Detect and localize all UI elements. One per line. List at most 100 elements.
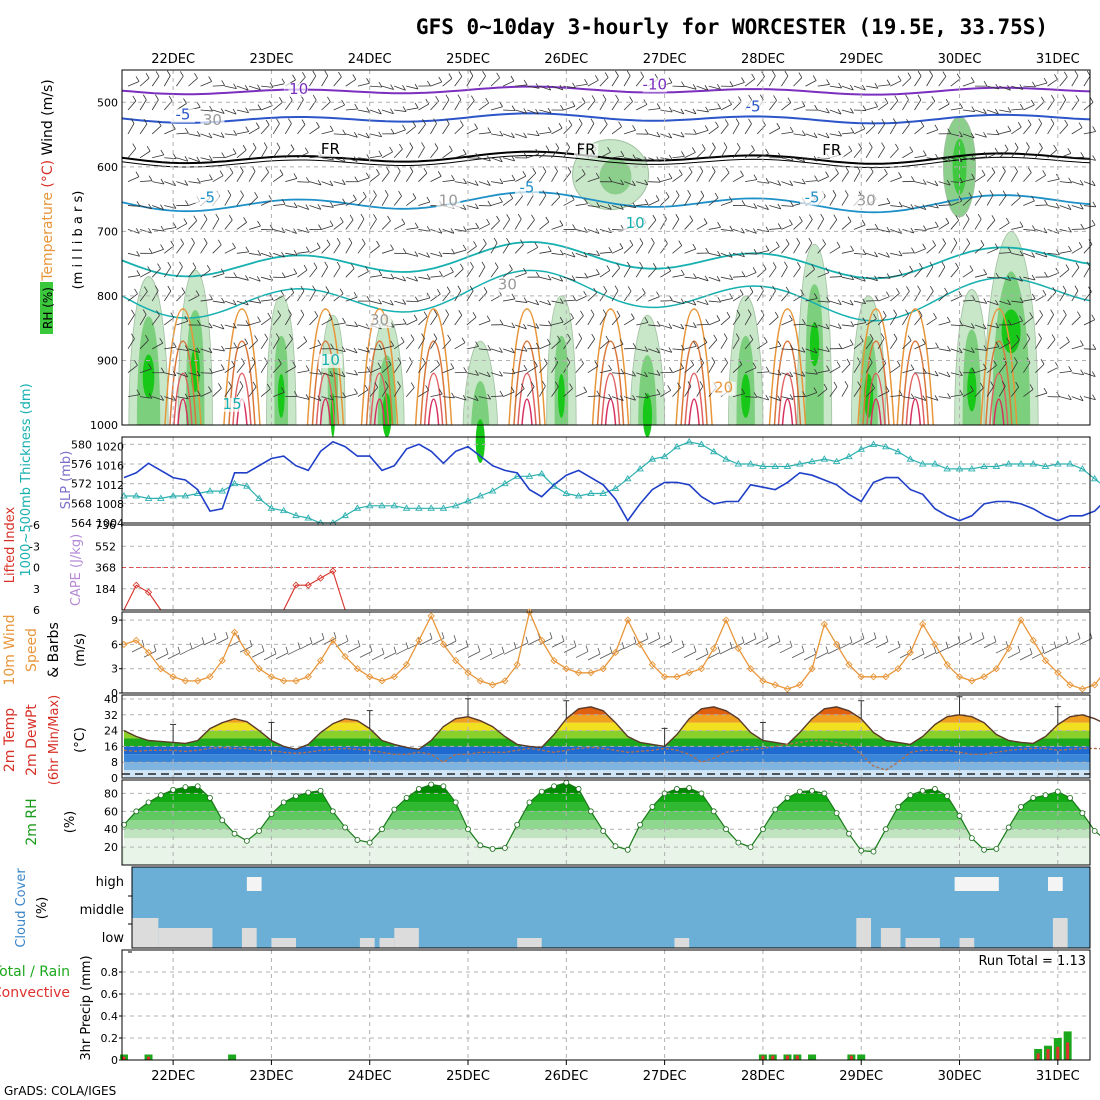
upper-wind-barb (878, 202, 891, 206)
upper-wind-barb-flag (615, 70, 619, 77)
thickness-point-53 (771, 462, 779, 469)
upper-wind-barb (369, 300, 382, 305)
upper-wind-barb-flag (400, 336, 405, 343)
upper-wind-barb (575, 315, 584, 326)
upper-wind-barb (345, 157, 358, 162)
upper-wind-barb (805, 133, 818, 139)
upper-wind-barb-flag (959, 177, 964, 183)
upper-wind-barb (418, 297, 431, 302)
upper-wind-barb-flag (305, 246, 310, 252)
upper-wind-barb (636, 348, 649, 352)
upper-wind-barb (999, 109, 1012, 113)
upper-wind-barb-flag (535, 148, 540, 155)
warm-contour-3-0 (360, 308, 399, 426)
upper-wind-barb-flag (583, 252, 588, 258)
upper-wind-barb (333, 266, 341, 278)
upper-wind-barb (708, 171, 716, 182)
upper-wind-barb-flag (632, 125, 636, 131)
upper-wind-barb-flag (832, 190, 837, 196)
upper-wind-barb-flag (584, 198, 588, 204)
upper-wind-barb (321, 244, 331, 254)
upper-wind-barb (938, 372, 951, 378)
wind-barb-5 (191, 642, 205, 650)
upper-wind-barb-flag (752, 267, 757, 273)
thickness-point-26 (439, 504, 448, 511)
upper-wind-barb (442, 271, 454, 278)
upper-wind-barb (284, 338, 293, 350)
wind-speed-point-77 (1066, 681, 1074, 689)
warm-contour-10-0 (896, 308, 935, 426)
upper-wind-barb (587, 273, 600, 278)
upper-wind-barb-flag (602, 94, 607, 100)
wind-speed-point-62 (882, 673, 890, 681)
upper-wind-barb-flag (233, 83, 237, 89)
upper-wind-barb-flag (801, 178, 806, 185)
upper-wind-barb-flag (289, 333, 293, 340)
upper-wind-barb-flag (785, 286, 790, 293)
wind-speed-point-71 (992, 665, 1001, 673)
wind-barb-67 (935, 647, 949, 655)
upper-wind-barb-flag (825, 132, 830, 139)
upper-wind-barb (1071, 75, 1079, 87)
upper-wind-barb (938, 396, 951, 399)
upper-wind-barb (454, 125, 464, 135)
upper-wind-barb (454, 342, 466, 350)
upper-wind-barb (635, 266, 643, 278)
upper-wind-barb (212, 218, 220, 230)
thickness-point-11 (255, 494, 263, 501)
upper-wind-barb-flag (566, 357, 571, 363)
wind-speed-point-15 (304, 673, 312, 681)
upper-wind-barb-flag (930, 285, 934, 292)
warm-contour-3-3 (373, 398, 386, 426)
upper-wind-barb-flag (917, 70, 922, 77)
upper-wind-barb-flag (813, 347, 818, 354)
upper-wind-barb-flag (426, 196, 431, 203)
upper-wind-barb-flag (402, 85, 406, 91)
wind-speed-point-9 (230, 628, 239, 636)
upper-wind-barb-flag (548, 320, 552, 327)
upper-wind-barb-flag (765, 366, 770, 372)
thickness-ytick-3: 576 (71, 458, 92, 471)
upper-wind-barb (817, 300, 830, 303)
li-line-seg-18 (283, 570, 346, 611)
upper-wind-barb (515, 84, 528, 87)
upper-wind-barb-flag (1092, 394, 1096, 400)
upper-wind-barb-flag (740, 170, 744, 176)
upper-wind-barb-flag (749, 286, 754, 293)
upper-wind-barb (478, 181, 491, 186)
upper-wind-barb (732, 82, 745, 87)
upper-wind-barb-flag (353, 347, 358, 354)
wind-barb-flag-22 (405, 642, 409, 649)
upper-wind-barb (720, 316, 731, 326)
wind-barb-20 (371, 653, 385, 661)
upper-wind-barb (998, 386, 1006, 397)
upper-wind-barb (866, 85, 878, 89)
thickness-point-54 (783, 462, 792, 469)
upper-wind-barb-flag (146, 145, 151, 152)
upper-wind-barb (539, 221, 550, 230)
upper-wind-barb (938, 103, 950, 111)
upper-wind-barb (139, 150, 151, 159)
slp-ytick-0: 1004 (96, 517, 124, 530)
upper-wind-barb (478, 348, 491, 351)
upper-wind-barb (684, 324, 697, 328)
upper-wind-barb-flag (486, 315, 491, 321)
upper-wind-barb-flag (197, 319, 201, 326)
rh-band-2 (123, 820, 1090, 830)
upper-wind-barb (841, 85, 854, 91)
thickness-point-37 (574, 492, 583, 499)
contour-label-bg-18 (854, 194, 879, 209)
upper-wind-barb-flag (559, 84, 564, 91)
upper-wind-barb (200, 299, 213, 302)
upper-wind-barb-flag (390, 340, 395, 347)
upper-wind-barb (127, 274, 140, 278)
upper-wind-barb-flag (378, 150, 383, 157)
upper-wind-barb-flag (520, 239, 524, 245)
upper-wind-barb-flag (892, 118, 897, 124)
upper-wind-barb (454, 99, 462, 111)
upper-wind-barb-flag (305, 365, 310, 371)
upper-wind-barb (817, 218, 825, 230)
rh-shade-core-0 (142, 354, 155, 399)
upper-wind-barb (236, 195, 244, 206)
upper-wind-barb-flag (499, 390, 504, 397)
